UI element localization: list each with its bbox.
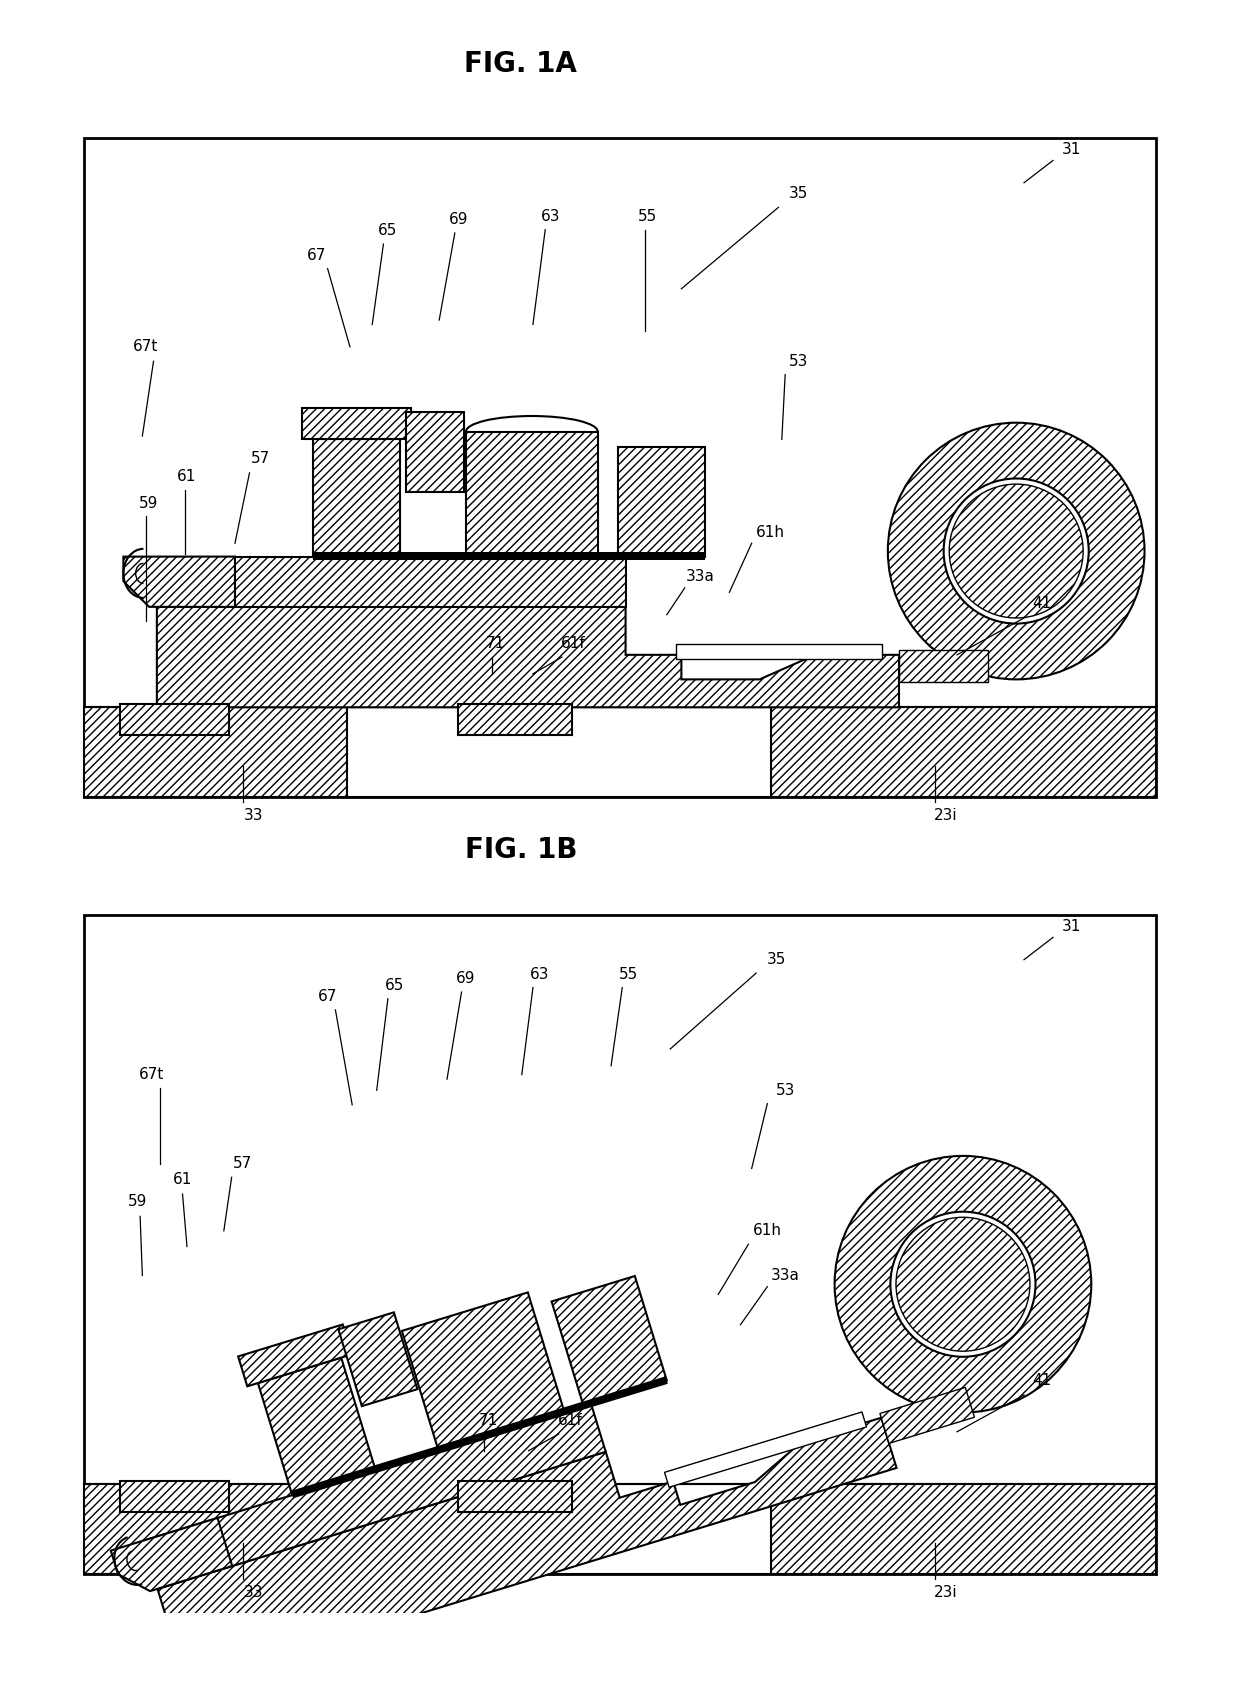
- Text: 65: 65: [378, 223, 398, 238]
- Circle shape: [950, 485, 1084, 618]
- Polygon shape: [157, 1417, 897, 1686]
- Text: 57: 57: [233, 1157, 253, 1172]
- Text: 69: 69: [456, 971, 476, 986]
- Text: 59: 59: [128, 1194, 148, 1209]
- Text: 63: 63: [529, 966, 549, 981]
- Bar: [346, 1485, 771, 1574]
- Polygon shape: [339, 1312, 418, 1407]
- Bar: [120, 704, 229, 735]
- Text: 61f: 61f: [558, 1414, 582, 1429]
- Bar: [84, 1485, 347, 1574]
- Polygon shape: [899, 650, 988, 682]
- Polygon shape: [156, 606, 899, 708]
- Bar: [459, 704, 572, 735]
- Bar: [120, 1481, 229, 1512]
- Circle shape: [835, 1155, 1091, 1412]
- Text: 71: 71: [485, 637, 505, 652]
- Text: 57: 57: [250, 451, 270, 466]
- Bar: [770, 708, 1156, 797]
- Bar: [676, 644, 883, 659]
- Text: 67: 67: [317, 990, 337, 1003]
- Text: 67t: 67t: [133, 339, 159, 355]
- Text: 61h: 61h: [756, 525, 785, 539]
- Text: 31: 31: [1063, 142, 1081, 157]
- Text: 61h: 61h: [753, 1223, 781, 1238]
- Text: 53: 53: [789, 353, 808, 368]
- Polygon shape: [552, 1275, 667, 1405]
- Text: 41: 41: [1032, 1373, 1052, 1388]
- Text: 71: 71: [479, 1414, 498, 1429]
- Circle shape: [897, 1218, 1030, 1351]
- Text: 67t: 67t: [139, 1067, 164, 1083]
- Bar: [312, 439, 401, 557]
- Bar: [405, 412, 464, 491]
- Polygon shape: [291, 1377, 668, 1498]
- Bar: [459, 1481, 572, 1512]
- Text: 41: 41: [1032, 596, 1052, 611]
- Polygon shape: [110, 1518, 232, 1591]
- Text: 53: 53: [775, 1083, 795, 1098]
- Text: 33a: 33a: [771, 1268, 800, 1284]
- Bar: [346, 708, 771, 797]
- Text: 61f: 61f: [560, 637, 585, 652]
- Polygon shape: [124, 557, 236, 606]
- Bar: [312, 552, 704, 561]
- Circle shape: [890, 1211, 1035, 1356]
- Bar: [84, 708, 347, 797]
- Text: 35: 35: [766, 953, 786, 968]
- Polygon shape: [880, 1387, 975, 1444]
- Text: 33: 33: [244, 1584, 264, 1599]
- Bar: [618, 448, 704, 557]
- Polygon shape: [258, 1358, 376, 1495]
- Text: 63: 63: [541, 209, 560, 223]
- Text: 61: 61: [177, 470, 197, 483]
- Text: 61: 61: [172, 1172, 192, 1187]
- Polygon shape: [402, 1292, 564, 1451]
- Polygon shape: [143, 1404, 605, 1589]
- Bar: [770, 1485, 1156, 1574]
- Bar: [466, 432, 598, 557]
- Text: 69: 69: [449, 213, 467, 226]
- Polygon shape: [156, 557, 626, 606]
- Circle shape: [888, 422, 1145, 679]
- Text: 55: 55: [619, 966, 639, 981]
- Circle shape: [944, 478, 1089, 623]
- Text: 33a: 33a: [686, 569, 714, 584]
- Text: FIG. 1B: FIG. 1B: [465, 836, 577, 863]
- Text: 59: 59: [139, 495, 159, 510]
- Polygon shape: [665, 1412, 867, 1488]
- Text: FIG. 1A: FIG. 1A: [464, 51, 578, 78]
- Bar: [303, 409, 412, 439]
- Polygon shape: [238, 1324, 352, 1387]
- Text: 23i: 23i: [934, 807, 957, 823]
- Text: 33: 33: [244, 807, 264, 823]
- Text: 67: 67: [306, 248, 326, 263]
- Text: 31: 31: [1063, 919, 1081, 934]
- Text: 55: 55: [639, 209, 657, 223]
- Text: 23i: 23i: [934, 1584, 957, 1599]
- Text: 35: 35: [789, 186, 808, 201]
- Text: 65: 65: [384, 978, 404, 993]
